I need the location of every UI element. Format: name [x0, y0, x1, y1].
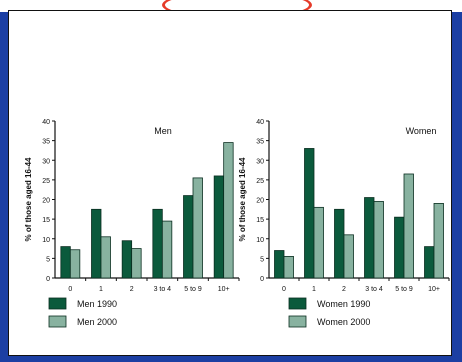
chart2-bar-1990 — [304, 148, 315, 279]
chart1-bar-2000 — [100, 236, 111, 279]
chart2-bar-2000 — [403, 173, 414, 279]
chart1-bar-1990 — [60, 246, 71, 279]
chart2-legend-swatch — [288, 297, 307, 310]
chart2-y-tick-label: 25 — [256, 178, 264, 185]
chart2-y-tick-label: 0 — [260, 276, 264, 283]
chart1-y-tick-label: 5 — [46, 256, 50, 263]
chart1-bar-1990 — [121, 240, 133, 279]
chart2-bar-2000 — [313, 206, 324, 279]
chart1-x-tick-label: 5 to 9 — [184, 286, 202, 293]
chart1-bar-1990 — [183, 195, 194, 279]
chart1-y-tick-label: 40 — [42, 119, 50, 126]
chart1-bar-2000 — [69, 249, 81, 279]
chart1-x-tick-label: 10+ — [218, 286, 230, 293]
chart2-x-tick-label: 0 — [282, 286, 286, 293]
chart2-bar-2000 — [433, 203, 444, 279]
chart1-x-tick-label: 1 — [99, 286, 103, 293]
chart2-y-tick-label: 10 — [256, 237, 264, 244]
chart1-legend-label: Men 1990 — [77, 299, 117, 309]
chart2-bar-1990 — [364, 197, 375, 279]
chart1-y-tick-label: 25 — [42, 178, 50, 185]
chart1-y-tick-label: 15 — [42, 217, 50, 224]
chart1-y-tick-label: 30 — [42, 158, 50, 165]
chart1-y-tick-label: 35 — [42, 139, 50, 146]
chart2-legend-swatch — [288, 315, 307, 328]
chart1-x-tick-label: 3 to 4 — [154, 286, 172, 293]
chart1-bar-1990 — [91, 208, 102, 279]
chart2-legend-label: Women 2000 — [317, 317, 370, 327]
chart2-bar-2000 — [373, 201, 384, 279]
chart2-y-tick-label: 40 — [256, 119, 264, 126]
chart1-bar-2000 — [161, 220, 173, 279]
chart2-legend-label: Women 1990 — [317, 299, 370, 309]
chart2-bar-1990 — [274, 250, 285, 279]
chart1-bar-1990 — [213, 175, 225, 279]
chart1-y-axis-label: % of those aged 16-44 — [24, 157, 33, 242]
charts-svg: Men% of those aged 16-440510152025303540… — [24, 119, 450, 328]
chart1-title: Men — [154, 126, 172, 136]
chart1-legend-swatch — [48, 315, 67, 328]
chart1-bar-2000 — [223, 142, 234, 279]
chart2-bar-2000 — [343, 234, 354, 279]
chart2-x-tick-label: 1 — [312, 286, 316, 293]
chart2-bar-1990 — [334, 208, 345, 279]
chart2-y-tick-label: 20 — [256, 198, 264, 205]
chart2-x-tick-label: 2 — [342, 286, 346, 293]
chart2-y-axis-label: % of those aged 16-44 — [238, 157, 247, 242]
chart1-x-tick-label: 2 — [130, 286, 134, 293]
chart-frame: Men% of those aged 16-44 0 5 10 15 20 25 30 35 40… — [8, 10, 452, 356]
chart2-title: Women — [406, 126, 437, 136]
chart1-bar-1990 — [152, 208, 163, 279]
chart1-legend-label: Men 2000 — [77, 317, 117, 327]
chart1-y-tick-label: 0 — [46, 276, 50, 283]
chart2-x-tick-label: 5 to 9 — [395, 286, 413, 293]
chart2-y-tick-label: 35 — [256, 139, 264, 146]
chart2-y-tick-label: 15 — [256, 217, 264, 224]
chart2-x-tick-label: 3 to 4 — [365, 286, 383, 293]
chart1-y-tick-label: 10 — [42, 237, 50, 244]
chart2-x-tick-label: 10+ — [428, 286, 440, 293]
chart1-legend-swatch — [48, 297, 67, 310]
chart1-bar-2000 — [192, 177, 203, 279]
chart1-y-tick-label: 20 — [42, 198, 50, 205]
chart2-y-tick-label: 30 — [256, 158, 264, 165]
chart1-x-tick-label: 0 — [68, 286, 72, 293]
chart1-bar-2000 — [131, 248, 142, 279]
chart2-bar-2000 — [283, 256, 294, 279]
chart2-y-tick-label: 5 — [260, 256, 264, 263]
chart2-bar-1990 — [394, 216, 405, 279]
chart2-bar-1990 — [424, 246, 435, 279]
